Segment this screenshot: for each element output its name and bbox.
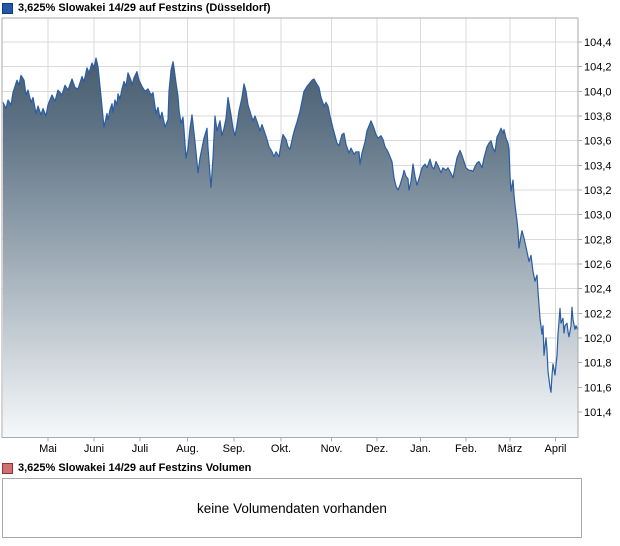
- x-axis-label: Aug.: [176, 443, 199, 455]
- x-axis-label: Sep.: [223, 443, 246, 455]
- y-axis-label: 102,8: [584, 234, 612, 246]
- y-axis-label: 103,6: [584, 136, 612, 148]
- x-axis-label: Juli: [132, 443, 149, 455]
- volume-series-legend-marker: [2, 463, 13, 474]
- x-axis-label: Juni: [84, 443, 104, 455]
- x-axis-label: März: [498, 443, 522, 455]
- price-series-legend-label: 3,625% Slowakei 14/29 auf Festzins (Düss…: [18, 2, 271, 14]
- no-volume-data-message: keine Volumendaten vorhanden: [197, 500, 387, 516]
- price-area: [3, 58, 578, 438]
- y-axis-label: 102,0: [584, 333, 612, 345]
- y-axis-label: 104,2: [584, 62, 612, 74]
- y-axis-label: 101,8: [584, 358, 612, 370]
- price-chart: 104,4 104,2 104,0 103,8 103,6 103,4 103,2 103,0…: [1, 17, 612, 455]
- x-axis-label: Okt.: [271, 443, 291, 455]
- x-axis-label: Mai: [39, 443, 57, 455]
- y-axis-label: 102,6: [584, 259, 612, 271]
- y-axis-label: 103,2: [584, 185, 612, 197]
- y-axis-label: 104,0: [584, 86, 612, 98]
- y-axis-label: 102,2: [584, 308, 612, 320]
- y-axis-label: 103,0: [584, 210, 612, 222]
- plot-border: [1, 17, 579, 438]
- y-axis-label: 104,4: [584, 37, 612, 49]
- price-series-legend-marker: [2, 3, 13, 14]
- x-axis-label: Feb.: [455, 443, 477, 455]
- volume-panel: keine Volumendaten vorhanden: [2, 478, 582, 538]
- y-axis-label: 101,6: [584, 382, 612, 394]
- y-axis-label: 101,4: [584, 407, 612, 419]
- y-axis-label: 102,4: [584, 284, 612, 296]
- price-series-legend: 3,625% Slowakei 14/29 auf Festzins (Düss…: [2, 3, 270, 14]
- y-axis-label: 103,8: [584, 111, 612, 123]
- x-axis-label: Jan.: [410, 443, 431, 455]
- y-axis-label: 103,4: [584, 160, 612, 172]
- x-axis-label: Nov.: [321, 443, 343, 455]
- price-line: [2, 57, 579, 393]
- x-axis-label: Dez.: [366, 443, 389, 455]
- volume-series-legend: 3,625% Slowakei 14/29 auf Festzins Volum…: [2, 463, 251, 474]
- volume-series-legend-label: 3,625% Slowakei 14/29 auf Festzins Volum…: [18, 462, 252, 474]
- x-axis-label: April: [544, 443, 566, 455]
